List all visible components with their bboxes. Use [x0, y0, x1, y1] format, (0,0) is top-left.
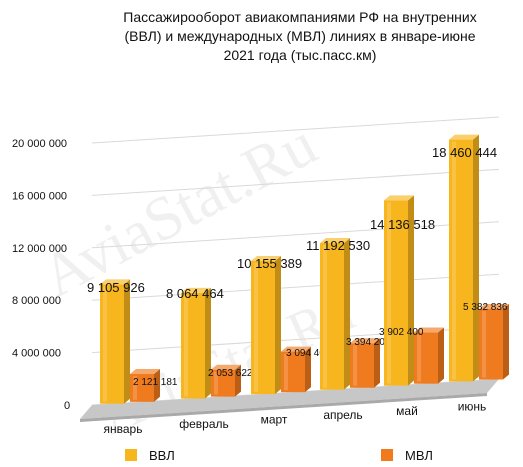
bar-mvl-highlight — [284, 353, 288, 391]
chart-floor — [80, 379, 499, 419]
bar-vvl-top — [181, 287, 211, 293]
bar-mvl-top — [130, 369, 160, 375]
bar-mvl-side — [305, 346, 311, 393]
bar-vvl-highlight — [387, 202, 391, 384]
bar-vvl-side — [124, 279, 130, 404]
gridline — [91, 273, 500, 301]
data-label-mvl: 2 053 622 — [208, 368, 253, 379]
data-label-mvl: 2 121 181 — [133, 377, 178, 388]
bar-mvl-highlight — [417, 334, 421, 382]
chart-title-line-3: 2021 года (тыс.пасс.км) — [223, 47, 377, 63]
x-tick-label: февраль — [179, 417, 229, 431]
bar-mvl-side — [235, 364, 241, 397]
gridline — [91, 116, 500, 144]
bar-vvl-top — [384, 195, 414, 201]
data-label-vvl: 9 105 926 — [87, 280, 145, 295]
data-label-mvl: 3 394 202 — [346, 337, 391, 348]
data-label-mvl: 5 382 836 — [463, 302, 508, 313]
bar-vvl-side — [344, 238, 350, 390]
legend-label-mvl: МВЛ — [405, 448, 433, 463]
chart-title-line-1: Пассажирооборот авиакомпаниями РФ на вну… — [123, 9, 477, 25]
bar-mvl-side — [503, 303, 509, 380]
chart-title: Пассажирооборот авиакомпаниями РФ на вну… — [85, 8, 515, 65]
legend-item-mvl: МВЛ — [381, 448, 433, 463]
chart-floor-edge — [80, 393, 487, 422]
bar-mvl-top — [350, 338, 380, 344]
data-label-vvl: 18 460 444 — [432, 145, 497, 160]
y-tick-label: 12 000 000 — [12, 243, 67, 255]
bar-mvl-side — [438, 327, 444, 384]
bar-vvl-side — [408, 195, 414, 386]
x-tick-label: март — [261, 412, 288, 426]
bar-vvl-top — [449, 134, 479, 140]
bar-vvl-highlight — [323, 245, 327, 388]
bar-vvl-top — [320, 238, 350, 244]
data-label-vvl: 11 192 530 — [306, 238, 370, 253]
x-tick-label: май — [396, 404, 418, 418]
bar-mvl-highlight — [482, 310, 486, 378]
gridline — [91, 168, 500, 196]
data-label-vvl: 10 155 389 — [237, 256, 302, 271]
x-tick-label: апрель — [323, 408, 362, 422]
bar-mvl-highlight — [353, 345, 357, 386]
y-tick-label: 16 000 000 — [12, 190, 67, 202]
bar-mvl-top — [281, 346, 311, 352]
y-tick-label: 8 000 000 — [12, 295, 61, 307]
bar-vvl-side — [275, 256, 281, 395]
x-tick-label: январь — [104, 422, 143, 436]
bar-vvl-side — [473, 134, 479, 382]
legend-item-vvl: ВВЛ — [125, 448, 175, 463]
bar-mvl-highlight — [133, 376, 137, 400]
y-tick-label: 0 — [64, 400, 70, 412]
data-label-mvl: 3 902 400 — [379, 327, 424, 338]
bar-mvl-top — [479, 303, 509, 309]
data-label-mvl: 3 094 402 — [286, 348, 331, 359]
bar-vvl-highlight — [452, 141, 456, 380]
chart-title-line-2: (ВВЛ) и международных (МВЛ) линиях в янв… — [124, 28, 476, 44]
data-label-vvl: 14 136 518 — [370, 217, 435, 232]
x-tick-label: июнь — [458, 400, 487, 414]
bar-mvl-side — [374, 338, 380, 388]
bar-vvl-top — [251, 256, 281, 262]
gridline — [91, 221, 500, 249]
bar-mvl-highlight — [214, 371, 218, 395]
y-tick-label: 20 000 000 — [12, 138, 67, 150]
bar-mvl-top — [414, 327, 444, 333]
bar-vvl-highlight — [103, 286, 107, 402]
legend-swatch-mvl — [381, 449, 393, 461]
bar-vvl-highlight — [254, 263, 258, 393]
bar-vvl-top — [100, 279, 130, 285]
y-tick-label: 4 000 000 — [12, 348, 61, 360]
bar-vvl-highlight — [184, 294, 188, 397]
bar-mvl-side — [154, 369, 160, 402]
legend-label-vvl: ВВЛ — [149, 448, 175, 463]
data-label-vvl: 8 064 464 — [166, 286, 224, 301]
legend-swatch-vvl — [125, 449, 137, 461]
bar-mvl-top — [211, 364, 241, 370]
bar-vvl-side — [205, 287, 211, 399]
